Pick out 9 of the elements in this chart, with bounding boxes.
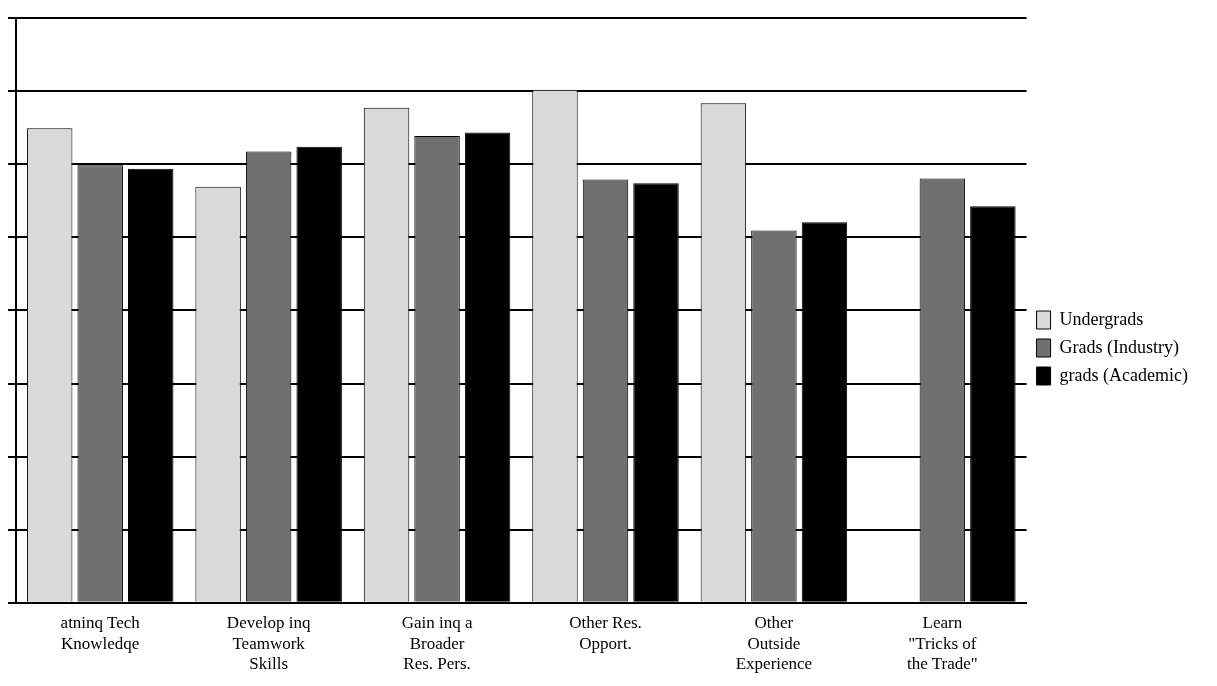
x-tick-label: Other Outside Experience bbox=[735, 613, 813, 674]
legend-label: Undergrads bbox=[1059, 308, 1144, 329]
x-tick-label: Learn "Tricks of the Trade" bbox=[907, 613, 978, 674]
x-tick-label: Other Res. Opport. bbox=[569, 613, 642, 653]
x-tick-label: atninq Tech Knowledqe bbox=[60, 613, 141, 653]
x-tick-label: Gain inq a Broader Res. Pers. bbox=[401, 613, 473, 674]
legend-label: Grads (Industry) bbox=[1059, 336, 1180, 358]
legend-label: grads (Academic) bbox=[1059, 364, 1189, 386]
x-tick-label: Develop inq Teamwork Skills bbox=[226, 613, 311, 674]
